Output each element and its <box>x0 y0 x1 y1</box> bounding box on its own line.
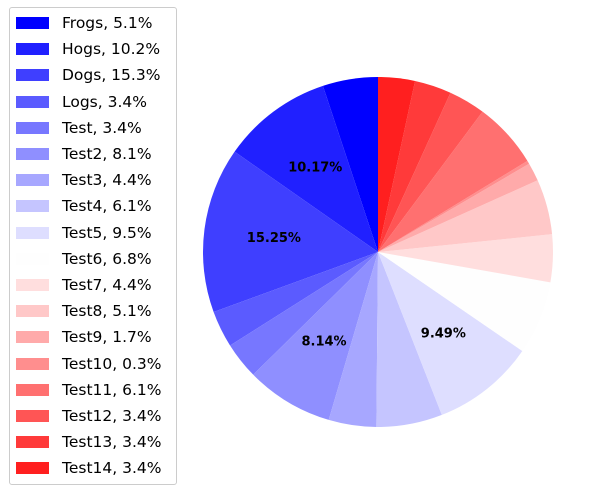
legend-label: Hogs, 10.2% <box>62 40 161 59</box>
legend-swatch <box>16 174 49 187</box>
legend-item: Test7, 4.4% <box>16 274 152 296</box>
legend-swatch <box>16 279 49 291</box>
legend-label: Test10, 0.3% <box>62 354 162 373</box>
legend-item: Hogs, 10.2% <box>16 38 160 60</box>
pie-slice <box>378 252 523 415</box>
legend-swatch <box>16 200 49 213</box>
legend-label: Test11, 6.1% <box>62 380 162 399</box>
legend-item: Test8, 5.1% <box>16 300 152 322</box>
legend-swatch <box>16 69 49 82</box>
legend-label: Test, 3.4% <box>62 118 142 137</box>
pie-slice <box>378 111 528 252</box>
legend-item: Test4, 6.1% <box>16 195 152 217</box>
legend-item: Test6, 6.8% <box>16 248 152 270</box>
legend-item: Test3, 4.4% <box>16 169 152 191</box>
legend-swatch <box>16 17 49 29</box>
slice-percent-label: 15.25% <box>247 231 301 246</box>
legend-label: Test7, 4.4% <box>62 276 152 294</box>
legend-item: Test, 3.4% <box>16 117 142 139</box>
legend-swatch <box>16 305 49 318</box>
legend-swatch <box>16 121 49 134</box>
legend-label: Test4, 6.1% <box>62 197 152 216</box>
legend-item: Logs, 3.4% <box>16 91 147 113</box>
legend-swatch <box>16 252 49 265</box>
slice-percent-label: 10.17% <box>288 160 342 175</box>
pie-slice <box>230 252 378 375</box>
legend-swatch <box>16 410 49 422</box>
legend-label: Test8, 5.1% <box>62 302 152 321</box>
legend-item: Test9, 1.7% <box>16 326 152 348</box>
legend-swatch <box>16 383 49 396</box>
legend-swatch <box>16 436 49 449</box>
legend-label: Test3, 4.4% <box>62 171 152 190</box>
pie-slice <box>378 160 530 252</box>
legend-label: Test13, 3.4% <box>62 433 162 452</box>
legend-item: Test11, 6.1% <box>16 379 161 401</box>
pie-slice <box>378 80 451 253</box>
legend: Frogs, 5.1% Hogs, 10.2% Dogs, 15.3% Logs, 3… <box>9 7 177 485</box>
legend-item: Dogs, 15.3% <box>16 64 160 86</box>
pie-slice <box>234 85 378 252</box>
pie-slice <box>253 252 378 420</box>
pie-slice <box>376 252 442 427</box>
pie-slice <box>378 163 538 252</box>
legend-item: Test2, 8.1% <box>16 143 152 165</box>
legend-label: Test2, 8.1% <box>62 145 152 163</box>
legend-label: Test9, 1.7% <box>62 328 152 347</box>
legend-item: Test12, 3.4% <box>16 405 161 427</box>
legend-swatch <box>16 148 49 160</box>
legend-item: Test14, 3.4% <box>16 457 161 479</box>
pie-slice <box>203 151 378 312</box>
legend-item: Test10, 0.3% <box>16 353 161 375</box>
legend-swatch <box>16 331 49 344</box>
slice-percent-label: 8.14% <box>301 335 346 350</box>
pie-slice <box>378 234 553 283</box>
slice-percent-label: 9.49% <box>421 327 466 342</box>
pie-slice <box>378 92 483 252</box>
legend-swatch <box>16 43 49 56</box>
pie-slice <box>322 77 378 252</box>
legend-item: Test13, 3.4% <box>16 431 161 453</box>
legend-label: Logs, 3.4% <box>62 92 147 111</box>
pie-slice <box>213 252 378 346</box>
legend-swatch <box>16 95 49 108</box>
legend-swatch <box>16 462 49 475</box>
pie-slice <box>328 252 378 427</box>
legend-label: Test6, 6.8% <box>62 249 152 268</box>
legend-label: Test12, 3.4% <box>62 407 162 425</box>
legend-label: Test14, 3.4% <box>62 459 162 478</box>
legend-swatch <box>16 357 49 370</box>
pie-slice <box>378 180 553 252</box>
legend-label: Frogs, 5.1% <box>62 14 153 32</box>
legend-item: Test5, 9.5% <box>16 222 152 244</box>
legend-label: Dogs, 15.3% <box>62 66 161 85</box>
pie-slice <box>378 252 551 351</box>
pie-slice <box>378 77 416 252</box>
legend-item: Frogs, 5.1% <box>16 12 152 34</box>
legend-label: Test5, 9.5% <box>62 223 152 242</box>
legend-swatch <box>16 226 49 239</box>
